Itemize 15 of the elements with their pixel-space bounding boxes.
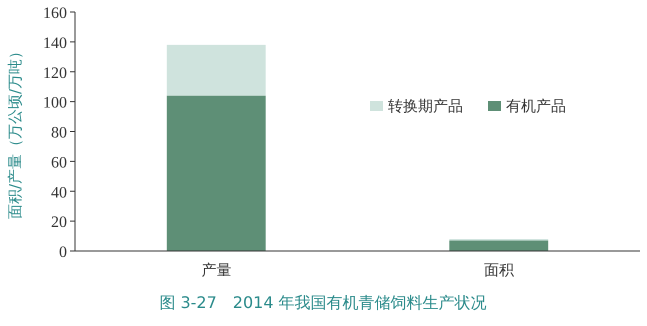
y-tick-label: 100 [43,94,67,112]
y-axis-title: 面积/产量（万公顷/万吨） [6,44,24,220]
x-tick-label: 面积 [484,261,514,279]
y-tick-label: 120 [43,64,67,82]
legend-label: 有机产品 [506,97,566,115]
y-tick-label: 80 [51,124,67,142]
y-tick-label: 160 [43,5,67,22]
y-tick-label: 140 [43,34,67,52]
y-tick-label: 40 [51,184,67,202]
x-tick-label: 产量 [201,261,232,279]
y-tick-label: 20 [51,214,67,232]
legend-label: 转换期产品 [388,97,463,115]
caption: 图 3-27 2014 年我国有机青储饲料生产状况 [159,293,487,312]
y-tick-label: 0 [59,244,67,261]
y-tick-label: 60 [51,154,67,172]
